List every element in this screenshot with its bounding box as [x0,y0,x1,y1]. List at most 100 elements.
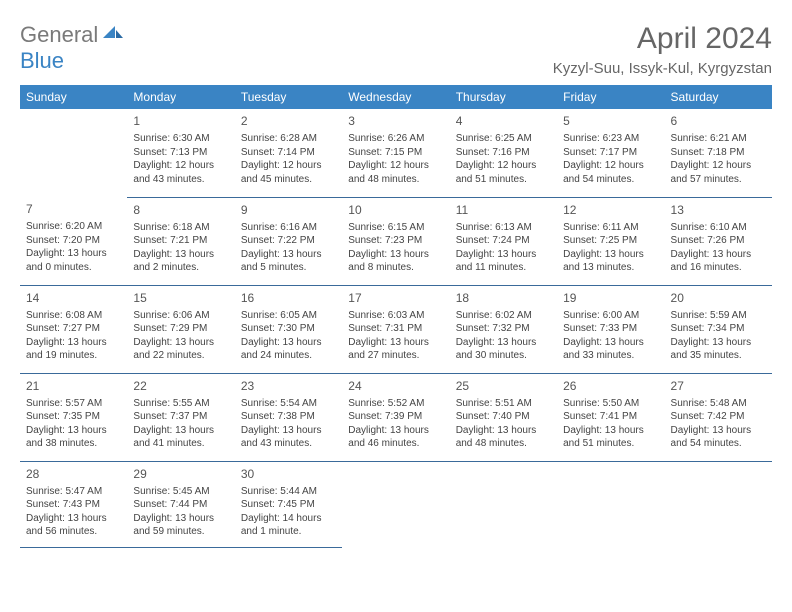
sunset-text: Sunset: 7:37 PM [133,410,228,424]
brand-logo: General Blue [20,22,125,74]
day-number: 19 [563,290,658,306]
sunrise-text: Sunrise: 5:59 AM [671,309,766,323]
day-number: 28 [26,466,121,482]
daylight-text: Daylight: 13 hours and 16 minutes. [671,248,766,275]
sunrise-text: Sunrise: 6:02 AM [456,309,551,323]
sunset-text: Sunset: 7:45 PM [241,498,336,512]
sunset-text: Sunset: 7:17 PM [563,146,658,160]
daylight-text: Daylight: 13 hours and 46 minutes. [348,424,443,451]
daylight-text: Daylight: 13 hours and 13 minutes. [563,248,658,275]
day-cell: 16Sunrise: 6:05 AMSunset: 7:30 PMDayligh… [235,285,342,373]
weekday-header: Sunday [20,85,127,109]
sunrise-text: Sunrise: 5:45 AM [133,485,228,499]
sunrise-text: Sunrise: 6:21 AM [671,132,766,146]
sunrise-text: Sunrise: 6:28 AM [241,132,336,146]
sunset-text: Sunset: 7:22 PM [241,234,336,248]
sunset-text: Sunset: 7:18 PM [671,146,766,160]
day-cell: 18Sunrise: 6:02 AMSunset: 7:32 PMDayligh… [450,285,557,373]
sunrise-text: Sunrise: 6:11 AM [563,221,658,235]
header: General Blue April 2024 Kyzyl-Suu, Issyk… [20,22,772,77]
logo-sail-icon [101,24,125,42]
day-cell: 7Sunrise: 6:20 AMSunset: 7:20 PMDaylight… [20,197,127,285]
daylight-text: Daylight: 13 hours and 8 minutes. [348,248,443,275]
calendar-body: 1Sunrise: 6:30 AMSunset: 7:13 PMDaylight… [20,109,772,547]
day-number: 14 [26,290,121,306]
daylight-text: Daylight: 12 hours and 45 minutes. [241,159,336,186]
day-number: 21 [26,378,121,394]
day-number: 30 [241,466,336,482]
sunrise-text: Sunrise: 6:30 AM [133,132,228,146]
day-number: 13 [671,202,766,218]
sunset-text: Sunset: 7:35 PM [26,410,121,424]
sunrise-text: Sunrise: 5:50 AM [563,397,658,411]
daylight-text: Daylight: 12 hours and 48 minutes. [348,159,443,186]
day-cell: 20Sunrise: 5:59 AMSunset: 7:34 PMDayligh… [665,285,772,373]
day-number: 5 [563,113,658,129]
sunset-text: Sunset: 7:43 PM [26,498,121,512]
day-cell: 11Sunrise: 6:13 AMSunset: 7:24 PMDayligh… [450,197,557,285]
day-cell: 23Sunrise: 5:54 AMSunset: 7:38 PMDayligh… [235,373,342,461]
day-number: 27 [671,378,766,394]
day-cell: 27Sunrise: 5:48 AMSunset: 7:42 PMDayligh… [665,373,772,461]
sunset-text: Sunset: 7:31 PM [348,322,443,336]
day-number: 12 [563,202,658,218]
sunrise-text: Sunrise: 5:47 AM [26,485,121,499]
sunrise-text: Sunrise: 6:20 AM [26,220,121,234]
sunrise-text: Sunrise: 6:10 AM [671,221,766,235]
weekday-header: Thursday [450,85,557,109]
sunset-text: Sunset: 7:13 PM [133,146,228,160]
sunset-text: Sunset: 7:30 PM [241,322,336,336]
day-cell: 8Sunrise: 6:18 AMSunset: 7:21 PMDaylight… [127,197,234,285]
daylight-text: Daylight: 13 hours and 59 minutes. [133,512,228,539]
day-number: 8 [133,202,228,218]
day-cell: 5Sunrise: 6:23 AMSunset: 7:17 PMDaylight… [557,109,664,197]
daylight-text: Daylight: 13 hours and 2 minutes. [133,248,228,275]
sunrise-text: Sunrise: 5:55 AM [133,397,228,411]
day-number: 6 [671,113,766,129]
day-cell [342,461,449,547]
daylight-text: Daylight: 14 hours and 1 minute. [241,512,336,539]
daylight-text: Daylight: 13 hours and 41 minutes. [133,424,228,451]
sunset-text: Sunset: 7:23 PM [348,234,443,248]
sunrise-text: Sunrise: 5:57 AM [26,397,121,411]
day-cell [557,461,664,547]
daylight-text: Daylight: 12 hours and 51 minutes. [456,159,551,186]
day-number: 9 [241,202,336,218]
sunset-text: Sunset: 7:25 PM [563,234,658,248]
day-cell: 9Sunrise: 6:16 AMSunset: 7:22 PMDaylight… [235,197,342,285]
calendar-head: SundayMondayTuesdayWednesdayThursdayFrid… [20,85,772,109]
daylight-text: Daylight: 13 hours and 43 minutes. [241,424,336,451]
sunset-text: Sunset: 7:33 PM [563,322,658,336]
location: Kyzyl-Suu, Issyk-Kul, Kyrgyzstan [553,60,772,77]
day-number: 24 [348,378,443,394]
day-number: 16 [241,290,336,306]
day-cell: 30Sunrise: 5:44 AMSunset: 7:45 PMDayligh… [235,461,342,547]
sunset-text: Sunset: 7:26 PM [671,234,766,248]
sunset-text: Sunset: 7:15 PM [348,146,443,160]
day-number: 11 [456,202,551,218]
daylight-text: Daylight: 13 hours and 56 minutes. [26,512,121,539]
daylight-text: Daylight: 13 hours and 0 minutes. [26,247,121,274]
day-cell: 6Sunrise: 6:21 AMSunset: 7:18 PMDaylight… [665,109,772,197]
day-number: 10 [348,202,443,218]
day-cell: 25Sunrise: 5:51 AMSunset: 7:40 PMDayligh… [450,373,557,461]
day-number: 2 [241,113,336,129]
sunrise-text: Sunrise: 6:06 AM [133,309,228,323]
sunset-text: Sunset: 7:20 PM [26,234,121,248]
daylight-text: Daylight: 13 hours and 48 minutes. [456,424,551,451]
day-cell [665,461,772,547]
day-number: 3 [348,113,443,129]
brand-blue: Blue [20,48,64,73]
daylight-text: Daylight: 13 hours and 54 minutes. [671,424,766,451]
daylight-text: Daylight: 13 hours and 30 minutes. [456,336,551,363]
sunrise-text: Sunrise: 6:00 AM [563,309,658,323]
sunrise-text: Sunrise: 6:05 AM [241,309,336,323]
day-number: 22 [133,378,228,394]
daylight-text: Daylight: 13 hours and 19 minutes. [26,336,121,363]
sunrise-text: Sunrise: 6:16 AM [241,221,336,235]
day-cell: 4Sunrise: 6:25 AMSunset: 7:16 PMDaylight… [450,109,557,197]
brand-general: General [20,22,98,47]
day-cell: 3Sunrise: 6:26 AMSunset: 7:15 PMDaylight… [342,109,449,197]
sunrise-text: Sunrise: 6:08 AM [26,309,121,323]
day-cell: 22 Sunrise: 5:55 AMSunset: 7:37 PMDayligh… [127,373,234,461]
